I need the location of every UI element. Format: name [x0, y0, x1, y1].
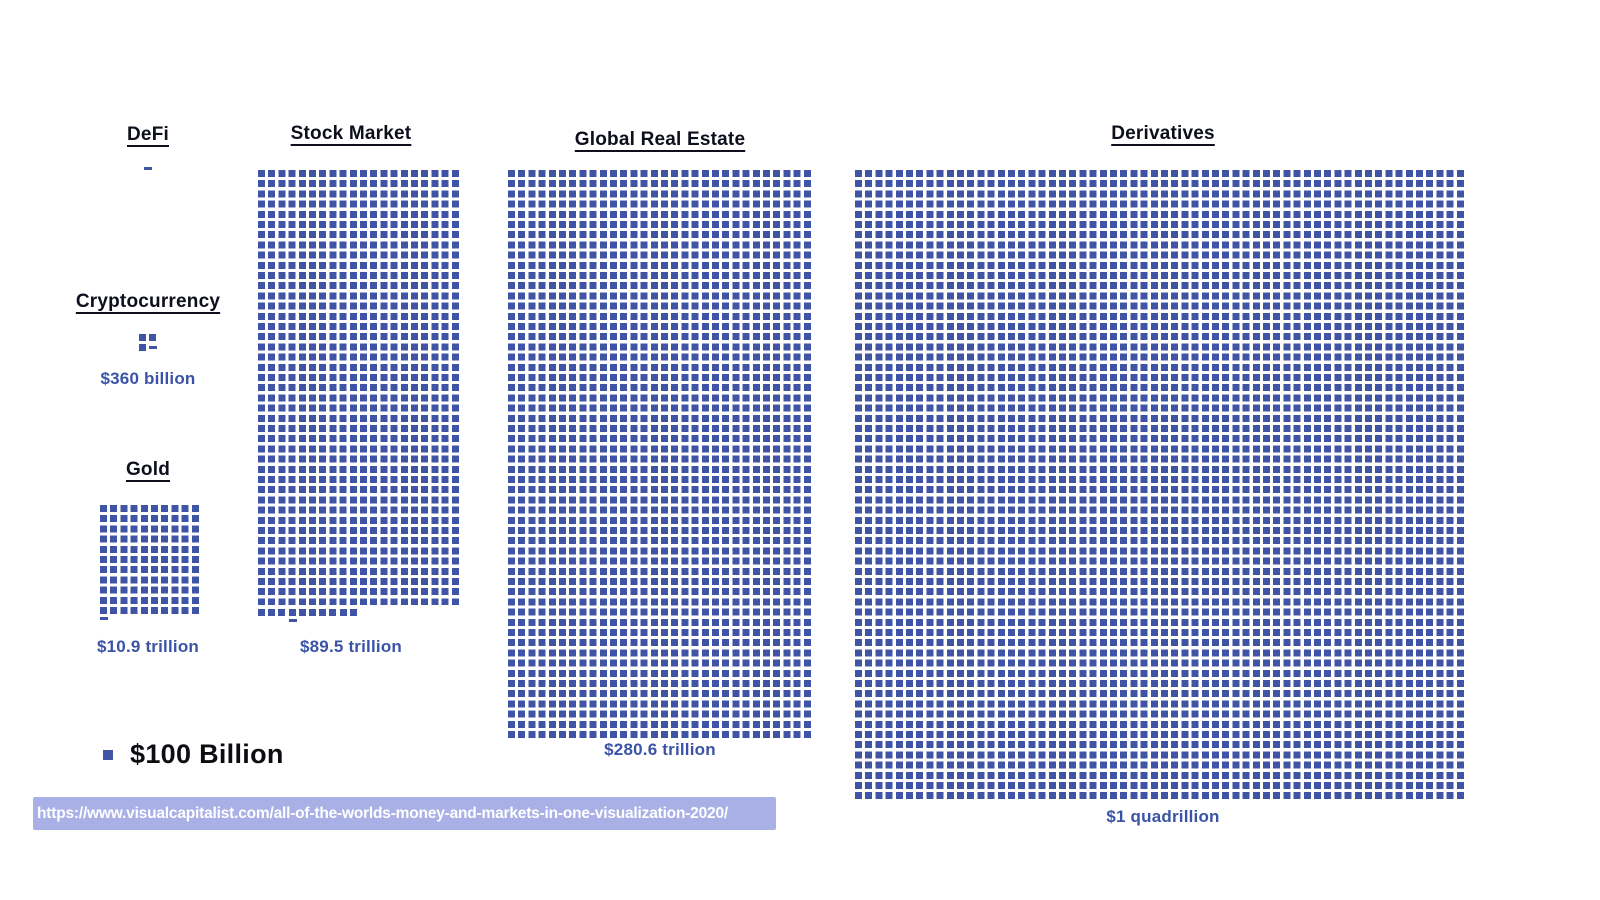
stock-market-title: Stock Market — [290, 123, 412, 144]
cryptocurrency-pictogram — [139, 334, 160, 352]
cryptocurrency-title: Cryptocurrency — [75, 291, 221, 312]
cryptocurrency-value: $360 billion — [100, 369, 196, 388]
stock-market-pictogram — [258, 170, 459, 622]
global-real-estate-value: $280.6 trillion — [604, 740, 716, 759]
global-real-estate-pictogram — [508, 170, 811, 738]
gold-value: $10.9 trillion — [96, 637, 199, 656]
stock-market-value: $89.5 trillion — [299, 637, 402, 656]
source-url-bar[interactable]: https://www.visualcapitalist.com/all-of-… — [33, 797, 776, 830]
derivatives-title: Derivatives — [1111, 123, 1215, 144]
gold-pictogram — [100, 505, 199, 621]
source-url-text[interactable]: https://www.visualcapitalist.com/all-of-… — [37, 804, 728, 822]
defi-pictogram — [144, 167, 155, 170]
derivatives-pictogram — [855, 170, 1464, 800]
legend-square-icon — [103, 750, 113, 760]
gold-title: Gold — [125, 459, 171, 480]
legend-label: $100 Billion — [130, 739, 284, 769]
global-real-estate-title: Global Real Estate — [574, 129, 746, 150]
derivatives-value: $1 quadrillion — [1106, 807, 1220, 826]
defi-title: DeFi — [127, 124, 169, 145]
